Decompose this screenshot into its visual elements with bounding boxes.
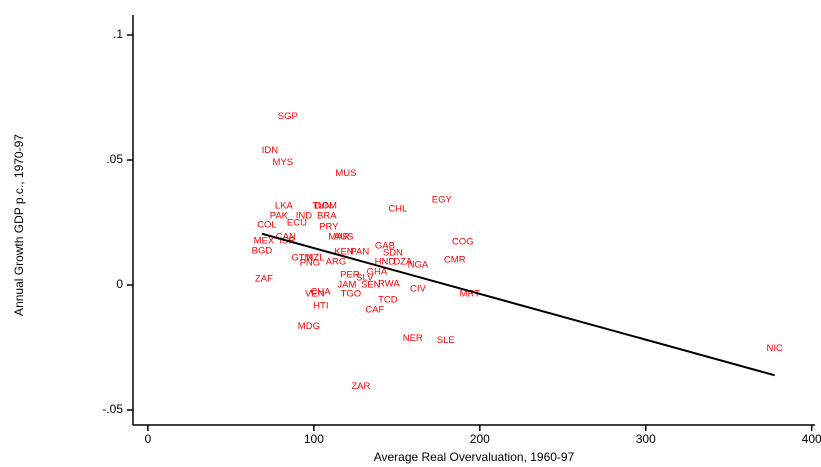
point-label: ZAF (255, 274, 273, 285)
point-label: ECU (287, 217, 307, 228)
point-label: BRA (317, 210, 337, 221)
x-tick-label: 400 (802, 432, 821, 446)
point-label: SEN (361, 280, 381, 291)
point-label: ARG (326, 257, 347, 268)
point-label: CMR (444, 255, 466, 266)
point-label: CAF (365, 305, 384, 316)
point-label: CAN (276, 231, 296, 242)
point-label: NGA (408, 260, 429, 271)
y-tick-label: .1 (113, 27, 123, 41)
point-label: KEN (334, 246, 354, 257)
point-label: BGD (252, 245, 273, 256)
point-label: LKA (275, 200, 294, 211)
y-tick-label: .05 (106, 152, 123, 166)
point-label: AUS (334, 231, 354, 242)
point-label: NIC (766, 343, 783, 354)
point-label: HTI (313, 301, 328, 312)
point-label: NER (403, 333, 423, 344)
point-label: PAN (350, 246, 369, 257)
point-label: HND (375, 257, 396, 268)
point-label: COL (257, 219, 277, 230)
point-label: TUN (312, 200, 332, 211)
point-label: MRT (460, 289, 481, 300)
point-label: CIV (410, 284, 427, 295)
x-tick-label: 300 (636, 432, 656, 446)
point-label: MYS (273, 157, 294, 168)
point-label: COG (452, 236, 474, 247)
point-label: VEN (305, 289, 325, 300)
point-label: CHA (310, 287, 331, 298)
y-tick-label: 0 (116, 277, 123, 291)
point-label: SLE (437, 335, 455, 346)
point-label: MAR (328, 231, 349, 242)
point-label: DOM (315, 200, 337, 211)
point-label: MDG (298, 321, 320, 332)
x-tick-label: 100 (304, 432, 324, 446)
point-label: SLV (356, 273, 374, 284)
point-label: NZL (307, 253, 325, 264)
point-label: EGY (432, 194, 453, 205)
x-tick-label: 0 (145, 432, 152, 446)
point-label: JAM (337, 280, 356, 291)
point-label: IND (296, 210, 313, 221)
point-label: GTM (291, 253, 312, 264)
y-axis-title: Annual Growth GDP p.c., 1970-97 (12, 134, 26, 316)
point-label: SDN (383, 247, 403, 258)
point-label: IDN (262, 145, 279, 156)
point-label: PER (340, 270, 360, 281)
point-label: RWA (378, 279, 400, 290)
point-label: DZA (393, 257, 413, 268)
x-tick-label: 200 (470, 432, 490, 446)
point-label: ZAR (351, 381, 370, 392)
point-label: MUS (335, 168, 356, 179)
x-axis-title: Average Real Overvaluation, 1960-97 (374, 450, 575, 464)
point-label: GAB (375, 240, 395, 251)
point-label: TGO (341, 289, 362, 300)
point-label: GHA (367, 267, 388, 278)
point-label: CHL (388, 203, 407, 214)
point-label: PNG (300, 258, 321, 269)
point-label: PAK (270, 210, 289, 221)
point-label: SGP (278, 111, 298, 122)
point-label: MEX (254, 235, 275, 246)
point-label: PRY (319, 221, 339, 232)
point-label: TCD (378, 295, 398, 306)
fit-line (261, 232, 775, 377)
y-tick-label: -.05 (102, 402, 123, 416)
